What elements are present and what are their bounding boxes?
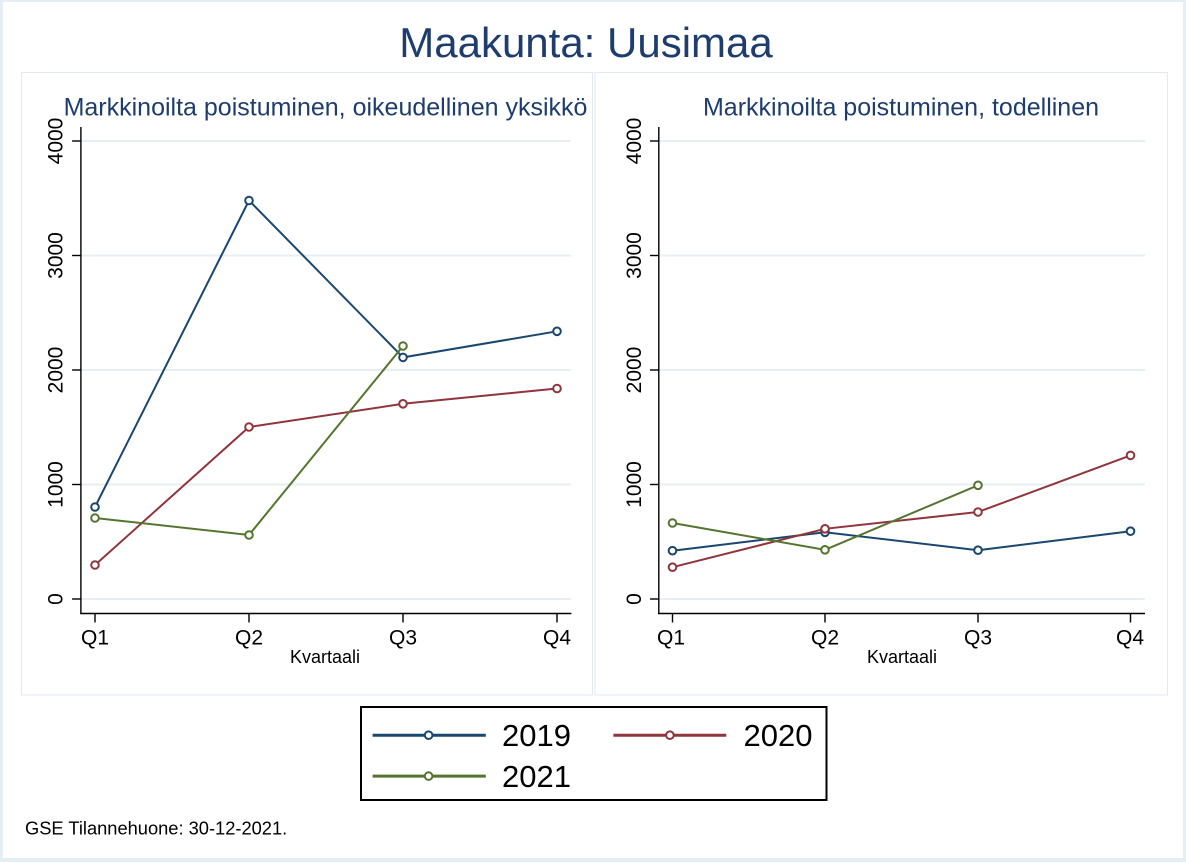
svg-text:0: 0 bbox=[623, 593, 646, 605]
svg-text:Maakunta: Uusimaa: Maakunta: Uusimaa bbox=[399, 19, 773, 66]
svg-text:2000: 2000 bbox=[623, 347, 646, 394]
svg-text:1000: 1000 bbox=[623, 461, 646, 508]
svg-text:2021: 2021 bbox=[502, 759, 571, 794]
svg-text:Markkinoilta poistuminen, tode: Markkinoilta poistuminen, todellinen bbox=[703, 94, 1099, 122]
svg-text:Kvartaali: Kvartaali bbox=[290, 647, 360, 667]
svg-text:Kvartaali: Kvartaali bbox=[867, 647, 937, 667]
svg-text:3000: 3000 bbox=[623, 232, 646, 279]
svg-text:Q3: Q3 bbox=[964, 627, 992, 650]
svg-text:0: 0 bbox=[45, 593, 68, 605]
svg-text:4000: 4000 bbox=[45, 118, 68, 165]
svg-text:Q4: Q4 bbox=[543, 627, 571, 650]
svg-text:GSE Tilannehuone: 30-12-2021.: GSE Tilannehuone: 30-12-2021. bbox=[25, 818, 287, 839]
svg-text:Markkinoilta poistuminen, oike: Markkinoilta poistuminen, oikeudellinen … bbox=[64, 94, 588, 122]
svg-text:2020: 2020 bbox=[744, 718, 813, 753]
svg-text:3000: 3000 bbox=[45, 232, 68, 279]
svg-text:4000: 4000 bbox=[623, 118, 646, 165]
svg-text:Q2: Q2 bbox=[811, 627, 839, 650]
svg-text:2000: 2000 bbox=[45, 347, 68, 394]
svg-text:Q1: Q1 bbox=[657, 627, 685, 650]
svg-text:2019: 2019 bbox=[502, 718, 571, 753]
svg-text:1000: 1000 bbox=[45, 461, 68, 508]
svg-text:Q4: Q4 bbox=[1116, 627, 1144, 650]
svg-text:Q3: Q3 bbox=[389, 627, 417, 650]
svg-text:Q2: Q2 bbox=[235, 627, 263, 650]
svg-text:Q1: Q1 bbox=[81, 627, 109, 650]
